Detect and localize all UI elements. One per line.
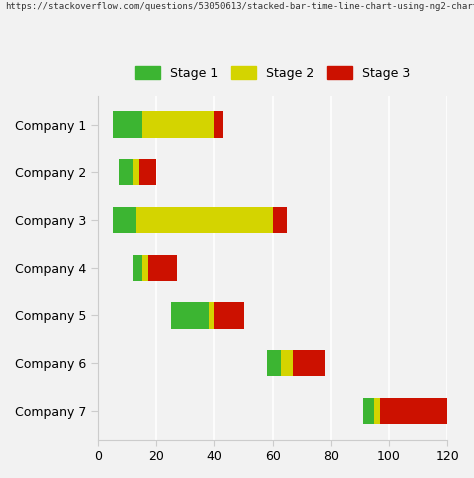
Bar — [113, 207, 136, 233]
Bar — [139, 159, 156, 185]
Bar — [142, 255, 147, 281]
Bar — [267, 350, 282, 376]
Bar — [374, 398, 380, 424]
Bar — [142, 111, 215, 138]
Bar — [209, 303, 215, 328]
Bar — [215, 111, 223, 138]
Bar — [171, 303, 209, 328]
Bar — [363, 398, 374, 424]
Bar — [293, 350, 325, 376]
Bar — [380, 398, 447, 424]
Text: https://stackoverflow.com/questions/53050613/stacked-bar-time-line-chart-using-n: https://stackoverflow.com/questions/5305… — [5, 2, 474, 11]
Bar — [136, 207, 273, 233]
Bar — [133, 159, 139, 185]
Bar — [118, 159, 133, 185]
Bar — [215, 303, 244, 328]
Bar — [282, 350, 293, 376]
Bar — [133, 255, 142, 281]
Legend: Stage 1, Stage 2, Stage 3: Stage 1, Stage 2, Stage 3 — [130, 61, 415, 85]
Bar — [147, 255, 177, 281]
Bar — [273, 207, 287, 233]
Bar — [113, 111, 142, 138]
